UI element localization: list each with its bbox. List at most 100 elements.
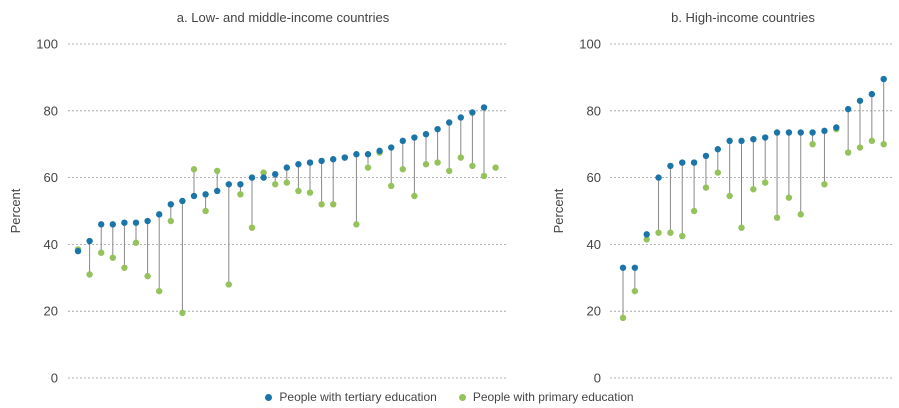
tertiary-point-27 <box>388 144 395 151</box>
tertiary-point-32 <box>446 119 453 126</box>
primary-point-8 <box>167 217 174 225</box>
primary-point-6 <box>690 207 698 215</box>
panel-b-y-ticks: 0 20 40 60 80 100 <box>579 37 601 386</box>
primary-point-17 <box>821 181 828 188</box>
y-tick-label-60: 60 <box>44 170 58 185</box>
tertiary-point-19 <box>844 105 852 113</box>
tertiary-point-14 <box>237 181 244 188</box>
panel-b-y-axis-label: Percent <box>551 188 566 233</box>
primary-point-21 <box>318 201 325 208</box>
y-tick-label-20: 20 <box>44 304 58 319</box>
tertiary-point-1 <box>86 237 93 245</box>
tertiary-point-5 <box>679 159 686 166</box>
primary-point-29 <box>411 192 418 200</box>
tertiary-point-13 <box>773 129 781 136</box>
primary-point-6 <box>144 272 151 280</box>
tertiary-point-22 <box>880 75 887 83</box>
primary-point-32 <box>446 167 453 175</box>
tertiary-point-33 <box>457 114 464 121</box>
tertiary-point-24 <box>353 151 360 158</box>
tertiary-point-6 <box>690 159 698 166</box>
tertiary-point-4 <box>667 162 674 170</box>
primary-point-17 <box>272 181 279 188</box>
panel-high-income: b. High-income countries Percent 0 20 40 60… <box>551 10 892 386</box>
tertiary-point-20 <box>306 159 314 166</box>
legend-item-tertiary: People with tertiary education <box>265 390 437 404</box>
tertiary-point-22 <box>330 156 337 163</box>
primary-point-22 <box>330 201 337 208</box>
primary-point-22 <box>880 141 887 148</box>
tertiary-point-29 <box>411 134 418 141</box>
primary-point-21 <box>868 137 876 145</box>
primary-point-4 <box>121 264 128 271</box>
tertiary-point-35 <box>480 104 488 111</box>
primary-point-28 <box>399 166 406 173</box>
primary-point-8 <box>714 169 721 176</box>
tertiary-point-34 <box>469 109 476 116</box>
tertiary-point-3 <box>109 221 117 228</box>
y-tick-label-40: 40 <box>587 237 601 252</box>
tertiary-point-8 <box>714 146 721 153</box>
primary-point-0 <box>619 314 627 322</box>
primary-point-25 <box>364 164 372 171</box>
tertiary-point-26 <box>376 147 383 155</box>
y-tick-label-60: 60 <box>587 170 601 185</box>
primary-point-15 <box>248 224 256 231</box>
primary-point-18 <box>283 179 290 186</box>
tertiary-point-7 <box>156 211 163 218</box>
tertiary-point-18 <box>283 164 290 171</box>
primary-point-1 <box>631 287 639 295</box>
tertiary-point-10 <box>190 192 198 200</box>
tertiary-point-6 <box>144 217 151 225</box>
primary-point-11 <box>750 186 757 193</box>
y-tick-label-80: 80 <box>44 103 58 118</box>
primary-point-30 <box>422 161 430 168</box>
primary-point-7 <box>702 184 710 191</box>
tertiary-point-18 <box>833 124 840 131</box>
primary-point-11 <box>202 207 209 215</box>
legend-label-primary: People with primary education <box>472 390 634 404</box>
y-tick-label-100: 100 <box>36 37 58 52</box>
tertiary-point-14 <box>785 129 793 136</box>
primary-point-35 <box>480 172 488 180</box>
primary-point-3 <box>109 254 117 261</box>
tertiary-point-17 <box>272 171 279 178</box>
primary-point-34 <box>469 162 476 170</box>
tertiary-point-4 <box>121 219 128 226</box>
primary-point-19 <box>295 187 302 195</box>
tertiary-point-28 <box>399 137 406 145</box>
primary-point-36 <box>492 164 499 171</box>
primary-point-7 <box>156 287 163 295</box>
tertiary-point-0 <box>74 247 82 255</box>
primary-point-2 <box>643 236 650 243</box>
tertiary-point-3 <box>655 174 662 181</box>
panel-a-title: a. Low- and middle-income countries <box>177 10 390 25</box>
primary-point-1 <box>86 271 93 278</box>
tertiary-point-2 <box>643 231 650 238</box>
tertiary-point-5 <box>132 219 140 226</box>
tertiary-point-11 <box>202 191 209 198</box>
primary-point-9 <box>179 309 186 317</box>
primary-point-15 <box>797 211 804 218</box>
tertiary-point-19 <box>295 161 302 168</box>
tertiary-point-1 <box>631 264 639 271</box>
primary-point-5 <box>679 232 686 240</box>
tertiary-point-7 <box>702 152 710 160</box>
tertiary-point-15 <box>248 174 256 181</box>
panel-a-y-axis-label: Percent <box>8 188 23 233</box>
primary-point-4 <box>667 229 674 236</box>
primary-point-13 <box>225 281 232 288</box>
primary-point-5 <box>132 239 140 246</box>
legend-swatch-tertiary <box>265 393 273 401</box>
primary-point-20 <box>306 189 314 196</box>
primary-point-9 <box>726 192 733 200</box>
tertiary-point-30 <box>422 130 430 138</box>
panel-low-middle-income: a. Low- and middle-income countries Perc… <box>8 10 508 386</box>
primary-point-10 <box>190 166 198 173</box>
primary-point-12 <box>762 179 769 186</box>
tertiary-point-25 <box>364 151 372 158</box>
panel-b-marks <box>619 75 887 322</box>
tertiary-point-8 <box>167 201 174 208</box>
primary-point-10 <box>738 224 745 231</box>
